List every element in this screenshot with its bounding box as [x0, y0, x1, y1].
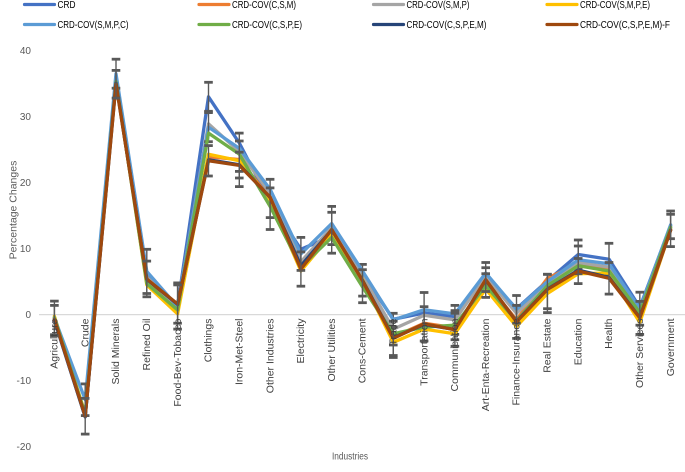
svg-text:40: 40	[20, 46, 32, 57]
svg-text:Finance-Insurance: Finance-Insurance	[511, 318, 523, 405]
svg-text:-20: -20	[17, 442, 32, 453]
svg-text:CRD-COV(S,M,P,E): CRD-COV(S,M,P,E)	[580, 0, 650, 11]
svg-text:20: 20	[20, 178, 32, 189]
svg-text:Refined Oil: Refined Oil	[141, 319, 153, 371]
svg-text:Electricity: Electricity	[295, 318, 307, 364]
svg-text:CRD-COV(C,S,M): CRD-COV(C,S,M)	[232, 0, 296, 11]
svg-text:Other Industries: Other Industries	[264, 319, 276, 394]
svg-text:Other Utilities: Other Utilities	[326, 319, 338, 382]
svg-text:Food-Bev-Tobacco: Food-Bev-Tobacco	[172, 318, 184, 406]
svg-text:Crude: Crude	[79, 318, 91, 347]
svg-text:CRD-COV(C,S,P,E,M): CRD-COV(C,S,P,E,M)	[407, 20, 487, 31]
svg-text:CRD-COV(C,S,P,E,M)-F: CRD-COV(C,S,P,E,M)-F	[580, 20, 670, 31]
svg-text:30: 30	[20, 112, 32, 123]
svg-text:CRD-COV(C,S,P,E): CRD-COV(C,S,P,E)	[232, 20, 302, 31]
svg-text:Communication: Communication	[449, 318, 461, 391]
svg-text:Cons-Cement: Cons-Cement	[357, 318, 369, 383]
svg-text:Real Estate: Real Estate	[542, 318, 554, 372]
svg-text:Agriculture: Agriculture	[49, 318, 61, 368]
svg-text:Iron-Met-Steel: Iron-Met-Steel	[234, 319, 246, 386]
svg-text:CRD-COV(S,M,P): CRD-COV(S,M,P)	[407, 0, 470, 11]
svg-text:CRD: CRD	[58, 0, 76, 11]
svg-text:10: 10	[20, 244, 32, 255]
svg-text:Transportation: Transportation	[418, 318, 430, 385]
svg-text:Art-Enta-Recreation: Art-Enta-Recreation	[480, 318, 492, 411]
svg-text:Education: Education	[572, 318, 584, 365]
svg-text:Other Services: Other Services	[634, 319, 646, 388]
svg-text:CRD-COV(S,M,P,C): CRD-COV(S,M,P,C)	[58, 20, 129, 31]
svg-text:-10: -10	[17, 376, 32, 387]
svg-text:Clothings: Clothings	[203, 319, 215, 363]
svg-text:Solid Minerals: Solid Minerals	[110, 319, 122, 385]
svg-text:Trade: Trade	[388, 318, 400, 345]
svg-text:Government: Government	[665, 318, 677, 376]
svg-text:Percentage Changes: Percentage Changes	[8, 161, 20, 260]
svg-text:0: 0	[25, 310, 31, 321]
svg-text:Health: Health	[603, 318, 615, 349]
svg-text:Industries: Industries	[332, 452, 368, 463]
